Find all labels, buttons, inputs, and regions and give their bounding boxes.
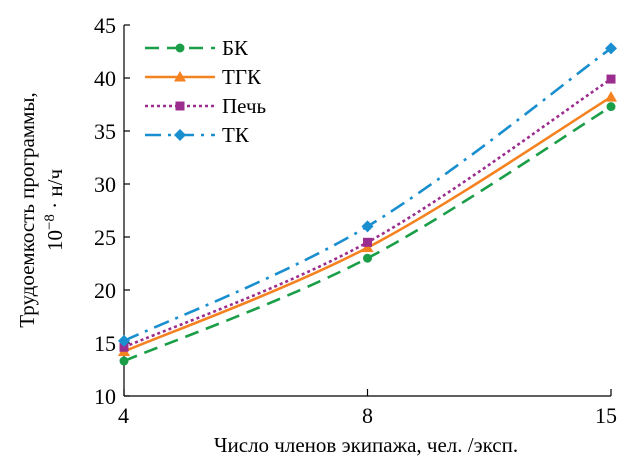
data-point-marker — [119, 356, 129, 366]
y-axis-title-line1: Трудоемкость программы, — [15, 92, 39, 328]
series-group — [118, 42, 617, 366]
x-ticks: 4 8 15 — [118, 389, 617, 428]
y-axis-unit-exponent: −8 — [42, 214, 58, 230]
data-point-marker — [361, 241, 374, 253]
data-point-marker — [606, 74, 616, 84]
y-axis-title: Трудоемкость программы, 10−8 · н/ч — [15, 92, 67, 328]
data-point-marker — [606, 102, 616, 112]
x-tick-label: 4 — [118, 403, 129, 428]
y-tick-label: 40 — [94, 66, 116, 91]
legend-marker — [174, 129, 186, 141]
x-tick-label: 8 — [362, 403, 373, 428]
x-tick-label: 15 — [595, 403, 617, 428]
y-axis-title-line2: 10−8 · н/ч — [42, 169, 67, 252]
y-axis-unit-base: 10 — [43, 230, 67, 251]
y-tick-label: 45 — [94, 13, 116, 38]
y-ticks: 10 15 20 25 30 35 40 45 — [94, 13, 130, 409]
data-point-marker — [119, 342, 129, 352]
data-point-marker — [361, 220, 374, 233]
legend: БК ТГК Печь ТК — [145, 36, 266, 147]
data-point-marker — [605, 91, 617, 102]
legend-label: БК — [222, 36, 249, 60]
series-line-4 — [123, 47, 612, 343]
y-tick-label: 35 — [94, 119, 116, 144]
y-tick-label: 30 — [94, 172, 116, 197]
data-point-marker — [363, 253, 372, 263]
legend-label: ТК — [222, 123, 250, 147]
legend-label: Печь — [222, 94, 266, 118]
x-axis-title: Число членов экипажа, чел. /эксп. — [214, 433, 518, 457]
data-point-marker — [605, 42, 617, 55]
y-axis-unit-rest: · н/ч — [43, 169, 67, 215]
y-tick-label: 15 — [94, 331, 116, 356]
y-tick-label: 10 — [94, 384, 116, 409]
axes — [123, 25, 611, 397]
legend-label: ТГК — [222, 65, 262, 89]
data-point-marker — [118, 334, 130, 347]
legend-marker — [175, 101, 185, 111]
legend-marker — [175, 43, 185, 53]
data-point-marker — [363, 237, 372, 247]
y-tick-label: 25 — [94, 225, 116, 250]
series-line-3 — [123, 77, 612, 349]
legend-marker — [174, 71, 186, 82]
y-tick-label: 20 — [94, 278, 116, 303]
